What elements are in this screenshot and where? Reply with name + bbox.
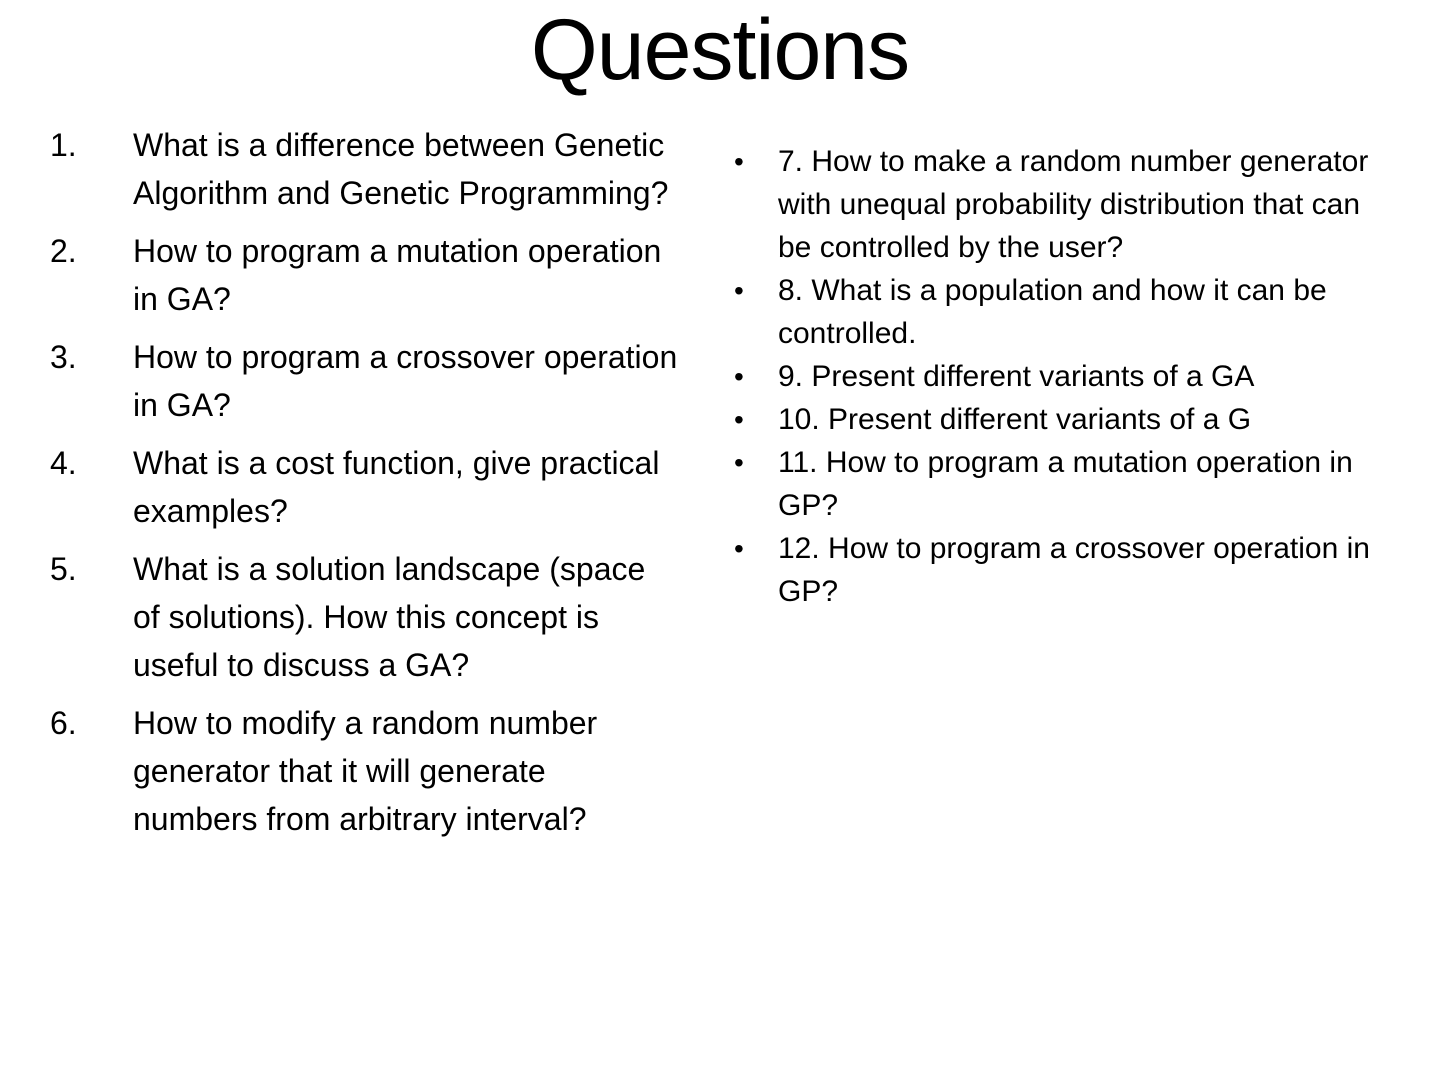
item-text: How to program a mutation operation in G… [133,233,662,317]
item-number: 5. [50,551,77,587]
list-item: 6. How to modify a random number generat… [50,699,678,843]
item-text: How to modify a random number generator … [133,705,598,837]
list-item: • 11. How to program a mutation operatio… [728,441,1400,527]
item-text: 7. How to make a random number generator… [778,145,1369,264]
item-number: 3. [50,339,77,375]
list-item: • 7. How to make a random number generat… [728,140,1400,269]
item-text: 8. What is a population and how it can b… [778,274,1327,350]
item-text: 11. How to program a mutation operation … [778,446,1353,522]
item-text: What is a solution landscape (space of s… [133,551,646,683]
slide-title: Questions [530,2,910,98]
list-item: 1. What is a difference between Genetic … [50,121,678,217]
questions-bulleted-list: • 7. How to make a random number generat… [728,140,1400,613]
list-item: • 10. Present different variants of a G [728,398,1400,441]
list-item: 2. How to program a mutation operation i… [50,227,678,323]
bullet-icon: • [734,361,744,392]
list-item: • 8. What is a population and how it can… [728,269,1400,355]
item-text: 12. How to program a crossover operation… [778,532,1370,608]
list-item: • 12. How to program a crossover operati… [728,527,1400,613]
list-item: 4. What is a cost function, give practic… [50,439,678,535]
item-text: 10. Present different variants of a G [778,403,1252,436]
item-number: 6. [50,705,77,741]
bullet-icon: • [734,447,744,478]
item-text: What is a difference between Genetic Alg… [133,127,669,211]
list-item: • 9. Present different variants of a GA [728,355,1400,398]
list-item: 5. What is a solution landscape (space o… [50,545,678,689]
bullet-icon: • [734,275,744,306]
item-number: 1. [50,127,77,163]
bullet-icon: • [734,533,744,564]
item-text: 9. Present different variants of a GA [778,360,1255,393]
item-number: 4. [50,445,77,481]
bullet-icon: • [734,404,744,435]
item-text: What is a cost function, give practical … [133,445,660,529]
item-text: How to program a crossover operation in … [133,339,678,423]
questions-numbered-list: 1. What is a difference between Genetic … [50,121,678,853]
item-number: 2. [50,233,77,269]
list-item: 3. How to program a crossover operation … [50,333,678,429]
bullet-icon: • [734,146,744,177]
